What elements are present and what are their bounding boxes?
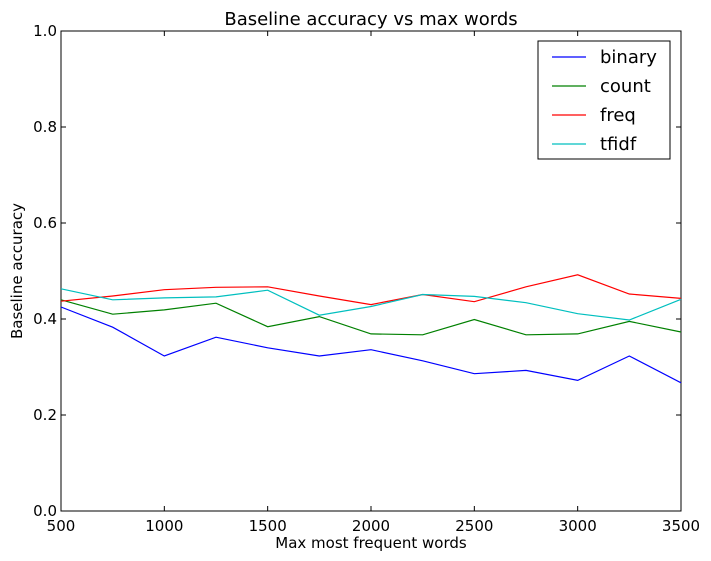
y-tick-label: 1.0 [33, 22, 57, 40]
series-line-freq [60, 274, 682, 306]
y-tick-label: 0.4 [33, 310, 57, 328]
y-tick-label: 0.8 [33, 118, 57, 136]
y-tick-label: 0.0 [33, 502, 57, 520]
series-line-binary [60, 306, 682, 384]
legend-label-tfidf: tfidf [600, 134, 637, 155]
series-line-tfidf [60, 288, 682, 321]
x-tick-label: 2500 [455, 517, 493, 535]
axis-tick-labels: 500 1000 1500 2000 2500 3000 3500 0.0 0.2 0.4 0.6 0… [33, 22, 700, 535]
x-tick-label: 1000 [145, 517, 183, 535]
x-axis-title: Max most frequent words [275, 534, 467, 552]
y-tick-label: 0.2 [33, 406, 57, 424]
legend-label-binary: binary [600, 47, 657, 68]
series-lines [60, 274, 682, 384]
y-tick-label: 0.6 [33, 214, 57, 232]
x-tick-label: 2000 [352, 517, 390, 535]
y-axis-title: Baseline accuracy [8, 203, 26, 339]
legend: binary count freq tfidf [537, 40, 671, 160]
chart-title: Baseline accuracy vs max words [224, 9, 517, 30]
legend-label-count: count [600, 76, 651, 97]
x-tick-label: 3500 [662, 517, 700, 535]
axis-ticks [60, 30, 682, 512]
x-tick-label: 1500 [249, 517, 287, 535]
x-tick-label: 3000 [559, 517, 597, 535]
legend-label-freq: freq [600, 105, 636, 126]
series-line-count [60, 299, 682, 336]
x-tick-label: 500 [47, 517, 76, 535]
legend-box [537, 40, 671, 160]
